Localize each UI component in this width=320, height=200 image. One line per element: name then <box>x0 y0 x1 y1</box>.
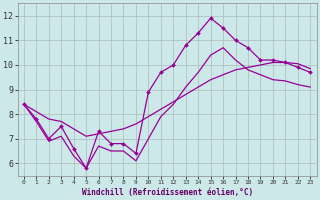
X-axis label: Windchill (Refroidissement éolien,°C): Windchill (Refroidissement éolien,°C) <box>82 188 253 197</box>
